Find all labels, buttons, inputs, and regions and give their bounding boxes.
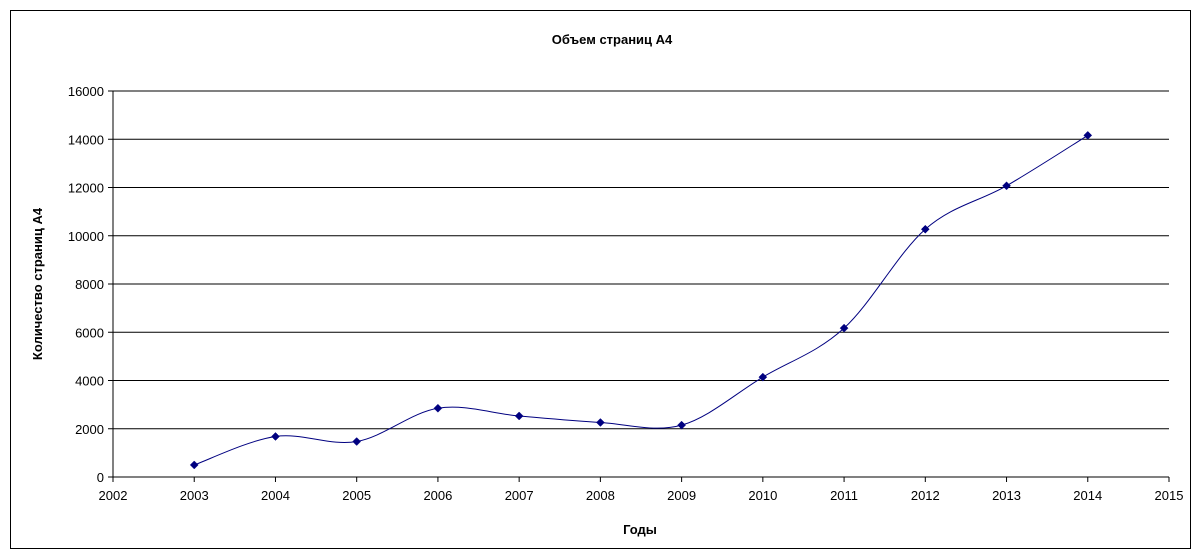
y-tick-label: 2000 (75, 422, 104, 437)
x-tick-label: 2011 (830, 488, 858, 503)
y-tick-label: 16000 (68, 84, 104, 99)
axes (108, 90, 1170, 482)
gridlines (113, 90, 1169, 430)
chart-title: Объем страниц А4 (552, 32, 673, 47)
y-tick-label: 10000 (68, 229, 104, 244)
series-line-group (194, 134, 1089, 466)
y-tick-label: 4000 (75, 374, 104, 389)
x-tick-label: 2008 (586, 488, 615, 503)
data-point-marker (433, 403, 443, 413)
x-tick-label: 2014 (1073, 488, 1102, 503)
data-point-marker (839, 323, 849, 333)
y-axis-title: Количество страниц А4 (30, 207, 45, 360)
data-point-marker (758, 372, 768, 382)
y-tick-label: 12000 (68, 181, 104, 196)
x-axis-title: Годы (623, 522, 657, 537)
x-tick-label: 2013 (992, 488, 1021, 503)
data-point-marker (1083, 131, 1093, 140)
x-tick-label: 2015 (1155, 488, 1184, 503)
data-point-marker (514, 411, 524, 421)
x-tick-label: 2009 (667, 488, 696, 503)
y-tick-label: 6000 (75, 325, 104, 340)
data-point-marker (596, 418, 605, 427)
chart-area (10, 10, 1191, 549)
y-tick-label: 8000 (75, 277, 104, 292)
x-tick-labels: 2002 2003 2004 2005 2006 2007 2008 2009 2010 2011… (99, 488, 1184, 503)
data-point-marker (271, 432, 280, 441)
data-point-marker (1002, 181, 1011, 191)
data-point-marker (920, 224, 930, 234)
x-tick-label: 2006 (423, 488, 452, 503)
data-point-marker (677, 420, 686, 430)
data-points (189, 131, 1093, 470)
x-tick-label: 2004 (261, 488, 290, 503)
x-tick-label: 2010 (748, 488, 777, 503)
y-tick-label: 14000 (68, 132, 104, 147)
y-tick-label: 0 (97, 470, 104, 485)
x-tick-label: 2007 (505, 488, 534, 503)
y-tick-labels: 0 2000 4000 6000 8000 10000 12000 14000 16000 (68, 84, 104, 485)
x-tick-label: 2003 (180, 488, 209, 503)
x-tick-label: 2005 (342, 488, 371, 503)
data-point-marker (189, 460, 199, 470)
data-point-marker (352, 437, 362, 446)
series-line (194, 134, 1089, 466)
x-tick-label: 2002 (99, 488, 128, 503)
x-tick-label: 2012 (911, 488, 940, 503)
